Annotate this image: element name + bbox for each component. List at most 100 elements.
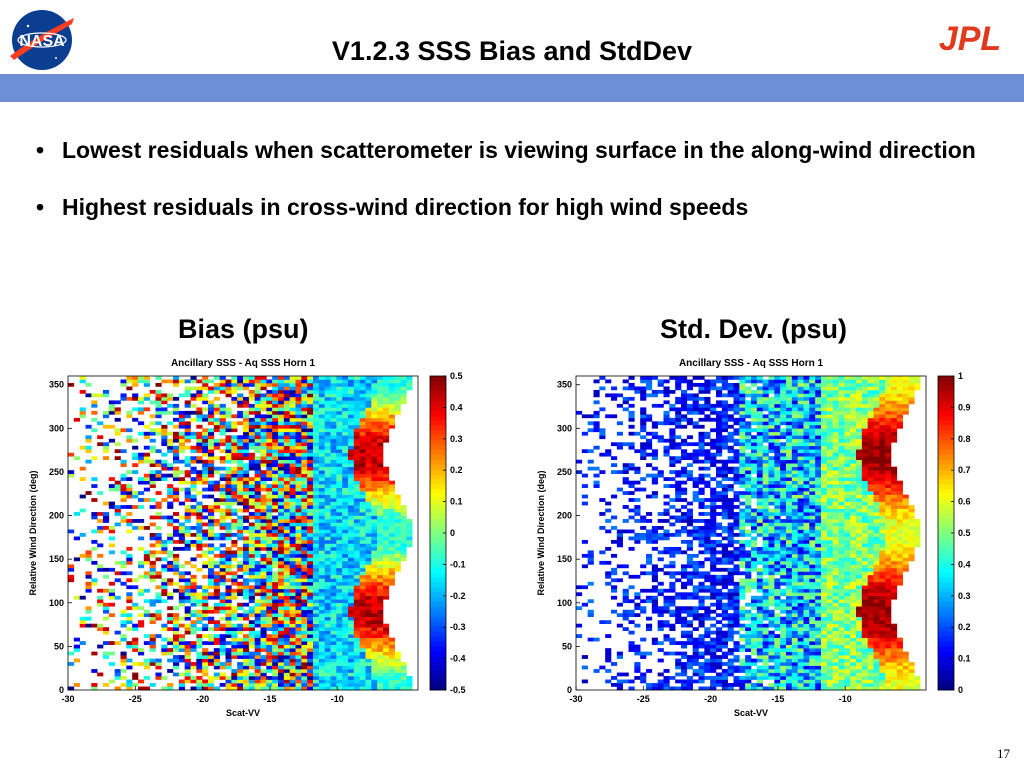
heatmap-cell [686, 683, 693, 687]
heatmap-cell [786, 599, 793, 604]
heatmap-cell [208, 400, 215, 405]
heatmap-cell [599, 665, 606, 670]
heatmap-cell [348, 421, 355, 426]
heatmap-cell [896, 679, 903, 684]
heatmap-cell [301, 487, 308, 492]
heatmap-cell [202, 438, 209, 443]
heatmap-cell [213, 686, 220, 691]
heatmap-cell [850, 665, 857, 670]
heatmap-cell [365, 438, 372, 443]
heatmap-cell [400, 665, 407, 670]
heatmap-cell [79, 466, 86, 471]
heatmap-cell [254, 683, 261, 687]
heatmap-cell [307, 557, 314, 562]
heatmap-cell [108, 679, 115, 684]
heatmap-cell [278, 557, 285, 562]
heatmap-cell [289, 487, 296, 492]
heatmap-cell [289, 627, 296, 631]
heatmap-cell [698, 585, 705, 590]
heatmap-cell [371, 466, 378, 471]
heatmap-cell [879, 609, 886, 614]
heatmap-cell [161, 452, 168, 457]
heatmap-cell [225, 515, 232, 520]
heatmap-cell [301, 533, 308, 537]
heatmap-cell [780, 676, 787, 680]
heatmap-cell [313, 595, 320, 600]
bullet-item: • Lowest residuals when scatterometer is… [36, 134, 986, 167]
heatmap-cell [85, 438, 92, 443]
heatmap-cell [248, 515, 255, 520]
heatmap-cell [307, 637, 314, 642]
heatmap-cell [861, 602, 868, 607]
heatmap-cell [213, 403, 220, 408]
heatmap-cell [330, 641, 337, 645]
heatmap-cell [243, 456, 250, 461]
heatmap-cell [260, 679, 267, 684]
heatmap-cell [108, 536, 115, 541]
heatmap-cell [248, 553, 255, 558]
heatmap-cell [348, 484, 355, 488]
heatmap-cell [225, 578, 232, 583]
heatmap-cell [371, 463, 378, 468]
heatmap-cell [313, 686, 320, 691]
heatmap-cell [716, 683, 723, 687]
heatmap-cell [336, 606, 343, 611]
heatmap-cell [383, 393, 390, 398]
heatmap-cell [266, 396, 273, 401]
heatmap-cell [260, 616, 267, 621]
heatmap-cell [879, 627, 886, 631]
heatmap-cell [231, 637, 238, 642]
heatmap-cell [248, 658, 255, 663]
heatmap-cell [266, 407, 273, 412]
colorbar-segment [430, 542, 446, 549]
heatmap-cell [353, 400, 360, 405]
heatmap-cell [307, 529, 314, 534]
heatmap-cell [336, 634, 343, 638]
heatmap-cell [330, 519, 337, 523]
heatmap-cell [832, 588, 839, 593]
heatmap-cell [278, 431, 285, 436]
heatmap-cell [844, 620, 851, 625]
heatmap-cell [114, 522, 121, 527]
heatmap-cell [208, 679, 215, 684]
heatmap-cell [891, 592, 898, 597]
heatmap-cell [762, 648, 769, 652]
heatmap-cell [324, 442, 331, 447]
heatmap-cell [138, 407, 145, 412]
heatmap-cell [213, 376, 220, 380]
heatmap-cell [132, 376, 139, 380]
heatmap-cell [353, 644, 360, 649]
heatmap-cell [330, 588, 337, 593]
heatmap-cell [826, 592, 833, 597]
heatmap-cell [383, 623, 390, 628]
heatmap-cell [400, 519, 407, 523]
heatmap-cell [231, 595, 238, 600]
heatmap-cell [821, 634, 828, 638]
heatmap-cell [616, 672, 623, 677]
heatmap-cell [330, 494, 337, 499]
heatmap-cell [225, 428, 232, 433]
heatmap-cell [260, 595, 267, 600]
heatmap-cell [768, 669, 775, 673]
heatmap-cell [155, 403, 162, 408]
heatmap-cell [155, 400, 162, 405]
heatmap-cell [330, 396, 337, 401]
heatmap-cell [126, 491, 133, 495]
heatmap-cell [307, 491, 314, 495]
heatmap-cell [359, 414, 366, 419]
heatmap-cell [593, 637, 600, 642]
heatmap-cell [231, 435, 238, 440]
heatmap-cell [873, 592, 880, 597]
heatmap-cell [739, 679, 746, 684]
heatmap-cell [850, 679, 857, 684]
heatmap-cell [91, 669, 98, 673]
heatmap-cell [173, 417, 180, 422]
heatmap-cell [114, 400, 121, 405]
heatmap-cell [266, 676, 273, 680]
heatmap-cell [190, 557, 197, 562]
heatmap-cell [295, 564, 302, 569]
heatmap-cell [219, 602, 226, 607]
heatmap-cell [359, 581, 366, 586]
heatmap-cell [891, 644, 898, 649]
heatmap-cell [196, 445, 203, 450]
